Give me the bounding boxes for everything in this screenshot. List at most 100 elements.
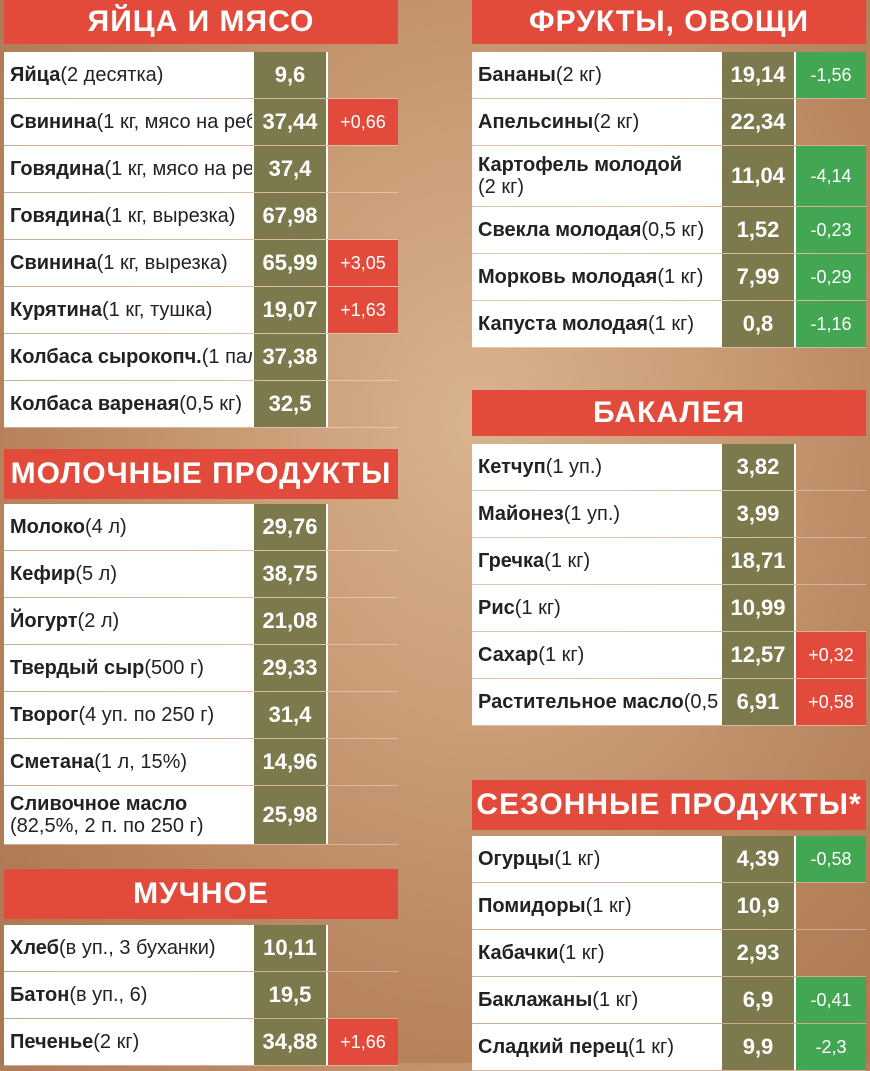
item-price: 67,98	[252, 193, 328, 239]
item-name: Капуста молодая (1 кг)	[472, 301, 720, 347]
item-price: 10,9	[720, 883, 796, 929]
item-title: Колбаса сырокопч.	[10, 346, 202, 368]
item-detail: (1 кг, тушка)	[101, 299, 213, 321]
item-name: Помидоры (1 кг)	[472, 883, 720, 929]
price-change-badge: -1,56	[796, 52, 866, 98]
item-name: Апельсины (2 кг)	[472, 99, 720, 145]
item-title: Сладкий перец	[478, 1036, 628, 1058]
item-title: Батон	[10, 984, 70, 1006]
item-name: Гречка (1 кг)	[472, 538, 720, 584]
table-row: Растительное масло (0,5 л)6,91+0,58	[472, 679, 866, 726]
item-title: Свекла молодая	[478, 219, 642, 241]
item-detail: (1 л, 15%)	[94, 751, 188, 773]
item-price: 7,99	[720, 254, 796, 300]
item-price: 21,08	[252, 598, 328, 644]
item-price: 10,99	[720, 585, 796, 631]
item-detail: (1 кг)	[657, 266, 704, 288]
table-row: Морковь молодая (1 кг) 7,99 -0,29	[472, 254, 866, 301]
item-title: Творог	[10, 704, 79, 726]
item-title: Курятина	[10, 299, 102, 321]
price-change-badge	[328, 381, 398, 427]
item-title: Хлеб	[10, 937, 59, 959]
item-detail: (в уп., 6)	[69, 984, 148, 1006]
item-price: 12,57	[720, 632, 796, 678]
item-name: Свинина (1 кг, вырезка)	[4, 240, 252, 286]
item-detail: (в уп., 3 буханки)	[59, 937, 216, 959]
table-row: Свинина (1 кг, мясо на ребре)37,44+0,66	[4, 99, 398, 146]
item-detail: (1 кг)	[627, 1036, 675, 1058]
item-title: Свинина	[10, 111, 97, 133]
item-detail: (500 г)	[144, 657, 204, 679]
item-name: Свинина (1 кг, мясо на ребре)	[4, 99, 252, 145]
item-name: Баклажаны (1 кг)	[472, 977, 720, 1023]
table-row: Печенье (2 кг) 34,88 +1,66	[4, 1019, 398, 1066]
item-detail: (1 кг)	[554, 848, 601, 870]
table-row: Майонез (1 уп.) 3,99	[472, 491, 866, 538]
item-name: Йогурт (2 л)	[4, 598, 252, 644]
item-price: 31,4	[252, 692, 328, 738]
item-price: 3,82	[720, 444, 796, 490]
item-price: 9,6	[252, 52, 328, 98]
price-change-badge	[796, 99, 866, 145]
table-row: Яйца (2 десятка) 9,6	[4, 52, 398, 99]
section-title-meat: ЯЙЦА И МЯСО	[4, 0, 398, 44]
section-grocery: БАКАЛЕЯ Кетчуп (1 уп.) 3,82 Майонез (1 уп.…	[472, 390, 866, 726]
item-detail: (1 кг, мясо на ребре)	[104, 158, 252, 180]
item-title: Сметана	[10, 751, 95, 773]
item-name: Майонез (1 уп.)	[472, 491, 720, 537]
item-price: 10,11	[252, 925, 328, 971]
item-title: Сахар	[478, 644, 539, 666]
item-price: 37,44	[252, 99, 328, 145]
item-name: Картофель молодой (2 кг)	[472, 146, 720, 206]
table-row: Твердый сыр (500 г) 29,33	[4, 645, 398, 692]
price-change-badge	[328, 786, 398, 844]
item-title: Говядина	[10, 158, 105, 180]
item-detail: (2 кг)	[593, 111, 640, 133]
item-name: Кефир (5 л)	[4, 551, 252, 597]
table-row: Сахар (1 кг) 12,57 +0,32	[472, 632, 866, 679]
item-price: 2,93	[720, 930, 796, 976]
item-detail: (82,5%, 2 п. по 250 г)	[10, 815, 204, 837]
price-change-badge	[328, 52, 398, 98]
item-title: Морковь молодая	[478, 266, 658, 288]
item-title: Апельсины	[478, 111, 594, 133]
section-title-veg: ФРУКТЫ, ОВОЩИ	[472, 0, 866, 44]
table-row: Говядина (1 кг, мясо на ребре)37,4	[4, 146, 398, 193]
section-flour: МУЧНОЕ Хлеб (в уп., 3 буханки) 10,11 Батон…	[4, 869, 398, 1066]
item-title: Твердый сыр	[10, 657, 145, 679]
item-name: Батон (в уп., 6)	[4, 972, 252, 1018]
table-row: Гречка (1 кг) 18,71	[472, 538, 866, 585]
item-name: Свекла молодая (0,5 кг)	[472, 207, 720, 253]
price-change-badge	[328, 193, 398, 239]
item-name: Бананы (2 кг)	[472, 52, 720, 98]
table-row: Картофель молодой (2 кг) 11,04 -4,14	[472, 146, 866, 207]
table-row: Апельсины (2 кг) 22,34	[472, 99, 866, 146]
item-name: Кетчуп (1 уп.)	[472, 444, 720, 490]
item-detail: (1 кг)	[648, 313, 695, 335]
item-title: Огурцы	[478, 848, 555, 870]
price-change-badge: +0,32	[796, 632, 866, 678]
item-title: Печенье	[10, 1031, 94, 1053]
price-change-badge	[796, 538, 866, 584]
item-price: 0,8	[720, 301, 796, 347]
section-veg: ФРУКТЫ, ОВОЩИ Бананы (2 кг) 19,14 -1,56 Апе…	[472, 0, 866, 348]
item-detail: (1 уп.)	[545, 456, 603, 478]
item-name: Твердый сыр (500 г)	[4, 645, 252, 691]
item-title: Кабачки	[478, 942, 559, 964]
item-detail: (2 л)	[77, 610, 120, 632]
table-row: Говядина (1 кг, вырезка) 67,98	[4, 193, 398, 240]
item-title: Колбаса вареная	[10, 393, 180, 415]
price-change-badge	[328, 146, 398, 192]
item-name: Растительное масло (0,5 л)	[472, 679, 720, 725]
item-name: Колбаса вареная (0,5 кг)	[4, 381, 252, 427]
item-price: 14,96	[252, 739, 328, 785]
item-detail: (1 кг)	[592, 989, 639, 1011]
item-detail: (1 кг, вырезка)	[96, 252, 228, 274]
table-row: Свинина (1 кг, вырезка) 65,99 +3,05	[4, 240, 398, 287]
section-meat: ЯЙЦА И МЯСО Яйца (2 десятка) 9,6 Свинина (…	[4, 0, 398, 428]
table-row: Бананы (2 кг) 19,14 -1,56	[472, 52, 866, 99]
item-price: 6,9	[720, 977, 796, 1023]
price-change-badge	[328, 504, 398, 550]
price-change-badge	[328, 972, 398, 1018]
item-detail: (1 кг, мясо на ребре)	[96, 111, 252, 133]
